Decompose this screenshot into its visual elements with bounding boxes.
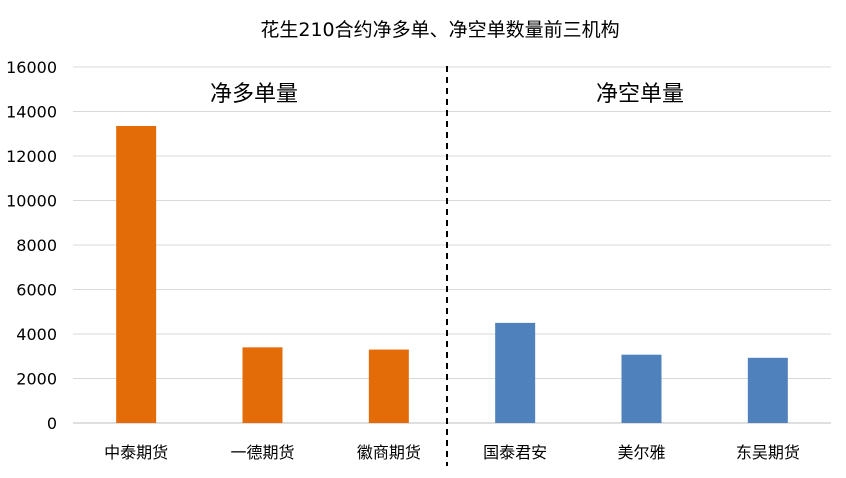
y-tick-label: 8000 bbox=[16, 236, 57, 255]
y-tick-label: 2000 bbox=[16, 370, 57, 389]
bar bbox=[621, 354, 662, 423]
x-axis-tick-labels: 中泰期货 一德期货 徽商期货 国泰君安 美尔雅 东吴期货 bbox=[104, 443, 800, 462]
group-label-net-long: 净多单量 bbox=[210, 82, 298, 107]
y-tick-label: 12000 bbox=[6, 147, 57, 166]
chart-title: 花生210合约净多单、净空单数量前三机构 bbox=[260, 19, 619, 41]
x-tick-label: 美尔雅 bbox=[617, 443, 665, 462]
y-tick-label: 4000 bbox=[16, 325, 57, 344]
y-tick-label: 10000 bbox=[6, 192, 57, 211]
y-tick-label: 6000 bbox=[16, 281, 57, 300]
bar bbox=[242, 347, 283, 423]
x-tick-label: 徽商期货 bbox=[357, 443, 421, 462]
x-tick-label: 国泰君安 bbox=[483, 443, 547, 462]
x-tick-label: 一德期货 bbox=[230, 443, 294, 462]
x-tick-label: 东吴期货 bbox=[736, 443, 800, 462]
group-label-net-short: 净空单量 bbox=[596, 82, 684, 107]
x-tick-label: 中泰期货 bbox=[104, 443, 168, 462]
bar bbox=[368, 349, 409, 423]
bar bbox=[495, 322, 536, 423]
y-tick-label: 16000 bbox=[6, 58, 57, 77]
y-axis-tick-labels: 0 2000 4000 6000 8000 10000 12000 14000 16000 bbox=[6, 58, 57, 433]
bar bbox=[116, 125, 157, 424]
y-tick-label: 0 bbox=[47, 414, 57, 433]
bars bbox=[116, 125, 788, 424]
y-tick-label: 14000 bbox=[6, 103, 57, 122]
gridlines bbox=[73, 66, 831, 424]
bar bbox=[747, 357, 788, 423]
